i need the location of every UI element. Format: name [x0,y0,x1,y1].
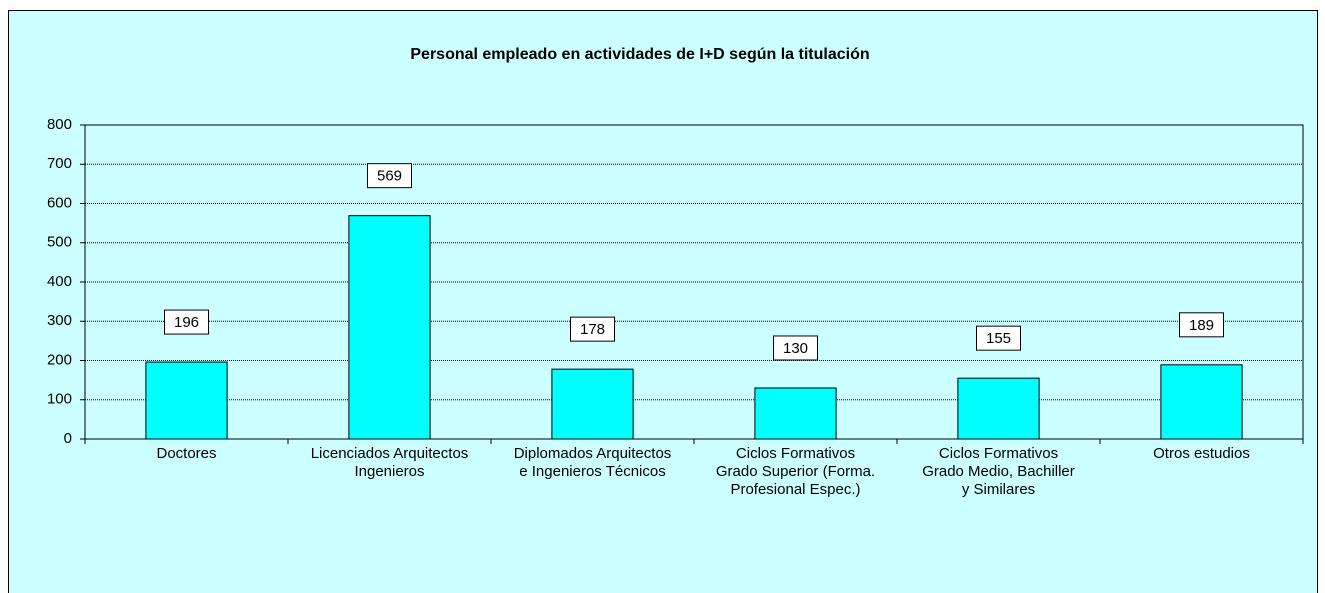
data-label-box [164,309,209,335]
bar [145,361,228,440]
x-tick-label: Grado Medio, Bachiller [922,463,1075,480]
x-tick-label: Ingenieros [354,463,424,480]
y-tick-label: 600 [47,194,72,211]
data-label-box [570,316,615,342]
chart-title: Personal empleado en actividades de I+D … [410,46,869,63]
data-label: 155 [986,330,1011,347]
y-tick-label: 700 [47,155,72,172]
y-tick-label: 200 [47,351,72,368]
x-tick-label: Diplomados Arquitectos [514,445,672,462]
y-tick-label: 0 [64,430,72,447]
data-label: 189 [1189,317,1214,334]
y-tick-label: 800 [47,116,72,133]
data-label-box [976,325,1021,351]
y-tick-label: 300 [47,312,72,329]
bar [551,368,634,440]
y-tick-label: 400 [47,273,72,290]
bar [348,215,431,440]
x-tick-label: y Similares [962,481,1035,498]
data-label-box [367,163,412,189]
data-label-box [773,335,818,361]
bar [754,387,837,440]
data-label-box [1179,312,1224,338]
x-tick-label: Profesional Espec.) [730,481,860,498]
bar [957,377,1040,440]
x-tick-label: Grado Superior (Forma. [716,463,875,480]
x-tick-label: Otros estudios [1153,445,1250,462]
x-tick-label: e Ingenieros Técnicos [519,463,665,480]
data-label: 130 [783,340,808,357]
bar [1160,364,1243,440]
data-label: 569 [377,168,402,185]
x-tick-label: Ciclos Formativos [736,445,855,462]
x-tick-label: Ciclos Formativos [939,445,1058,462]
y-tick-label: 100 [47,391,72,408]
x-tick-label: Licenciados Arquitectos [311,445,469,462]
x-tick-label: Doctores [156,445,216,462]
data-label: 178 [580,321,605,338]
y-tick-label: 500 [47,234,72,251]
data-label: 196 [174,314,199,331]
